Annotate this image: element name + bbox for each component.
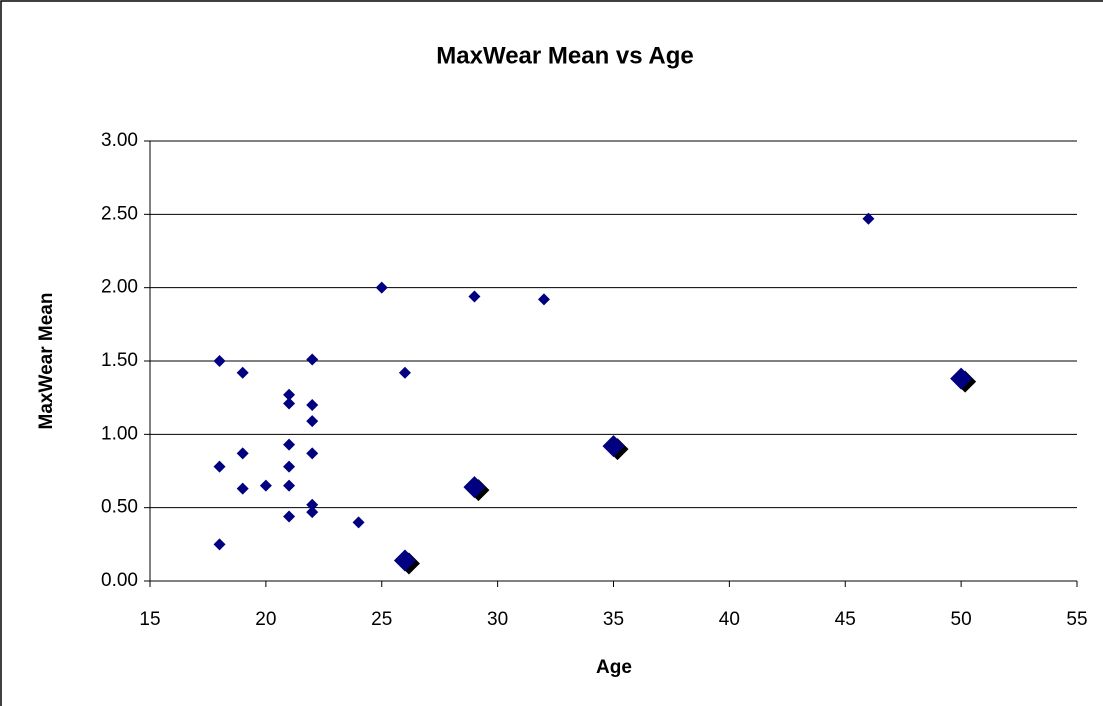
x-tick-label: 45: [835, 609, 856, 630]
x-tick-label: 35: [603, 609, 624, 630]
point: [259, 479, 272, 492]
x-tick-label: 15: [139, 609, 160, 630]
point: [283, 460, 296, 473]
point: [213, 355, 226, 367]
point: [398, 366, 411, 379]
point: [283, 510, 296, 523]
y-tick-label: 2.50: [101, 203, 138, 224]
point: [463, 476, 486, 499]
point: [236, 366, 249, 379]
y-tick-label: 1.00: [101, 423, 138, 444]
point: [306, 506, 319, 519]
y-tick-label: 2.00: [101, 277, 138, 298]
point: [375, 281, 388, 294]
point: [213, 538, 226, 551]
point: [862, 212, 875, 225]
x-axis-label: Age: [596, 657, 632, 678]
x-tick-label: 30: [487, 609, 508, 630]
point: [306, 498, 319, 511]
point: [236, 447, 249, 460]
x-tick-label: 50: [951, 609, 972, 630]
point: [306, 399, 319, 411]
y-tick-label: 0.00: [101, 570, 138, 591]
point: [306, 447, 319, 460]
point: [283, 479, 296, 492]
x-tick-label: 55: [1066, 609, 1087, 630]
point: [537, 293, 550, 306]
point: [352, 516, 365, 529]
point: [393, 549, 416, 572]
point: [950, 367, 973, 390]
y-tick-label: 1.50: [101, 350, 138, 371]
point: [236, 482, 249, 495]
x-tick-label: 20: [255, 609, 276, 630]
point: [468, 290, 481, 303]
y-tick-label: 0.50: [101, 497, 138, 518]
chart-title: MaxWear Mean vs Age: [436, 42, 693, 69]
point: [306, 353, 319, 366]
x-tick-label: 40: [719, 609, 740, 630]
point: [306, 415, 319, 428]
point: [602, 435, 625, 458]
y-axis-label: MaxWear Mean: [36, 293, 57, 430]
point: [213, 460, 226, 473]
point: [283, 438, 296, 451]
y-tick-label: 3.00: [101, 130, 138, 151]
x-tick-label: 25: [371, 609, 392, 630]
point: [283, 397, 296, 410]
point: [283, 388, 296, 401]
